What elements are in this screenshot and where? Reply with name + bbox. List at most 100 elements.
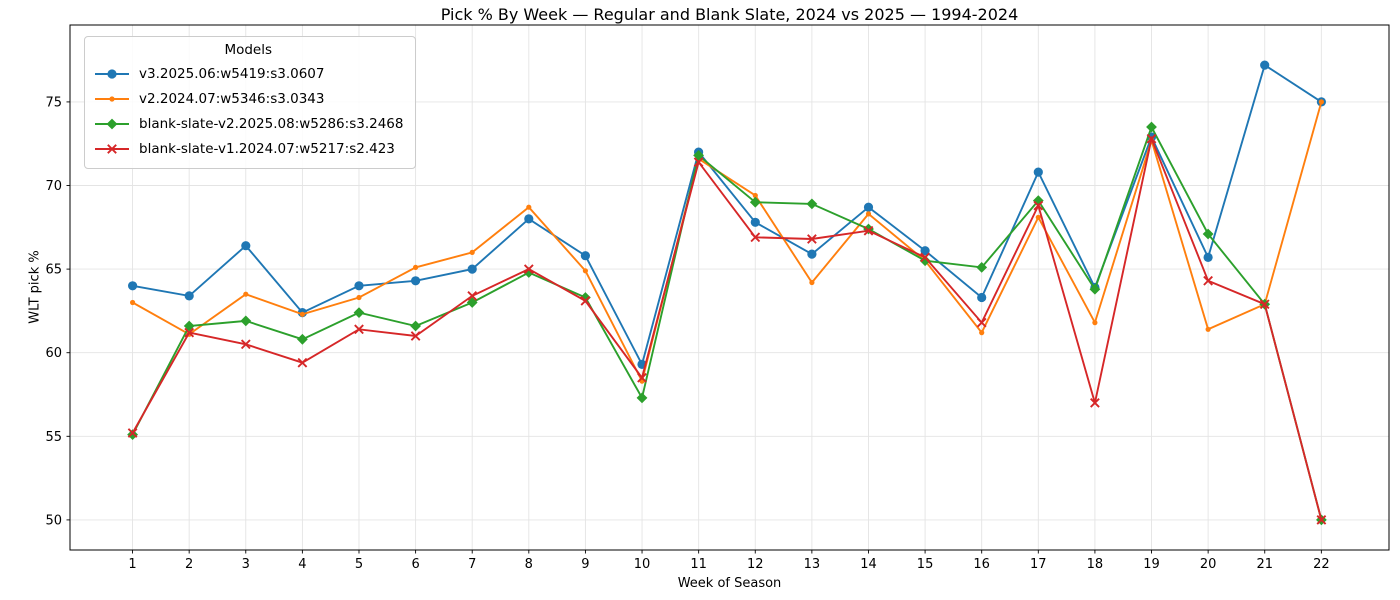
data-point-marker xyxy=(863,202,874,212)
data-point-marker xyxy=(807,234,817,244)
data-point-marker xyxy=(467,264,477,274)
x-tick-label: 4 xyxy=(298,557,306,572)
legend-label: v3.2025.06:w5419:s3.0607 xyxy=(139,65,325,82)
x-tick-label: 13 xyxy=(804,557,821,572)
data-point-marker xyxy=(920,246,930,256)
x-tick-label: 14 xyxy=(860,557,877,572)
data-point-marker xyxy=(919,255,931,267)
data-point-marker xyxy=(240,315,252,327)
y-tick-label: 70 xyxy=(45,179,62,194)
data-point-marker xyxy=(128,281,138,291)
data-point-marker xyxy=(106,118,118,129)
data-point-marker xyxy=(411,276,421,286)
data-point-marker xyxy=(297,333,308,345)
x-tick-label: 6 xyxy=(411,557,419,572)
data-point-marker xyxy=(410,320,421,332)
data-point-marker xyxy=(467,291,478,301)
data-point-marker xyxy=(863,225,874,236)
data-point-marker xyxy=(752,192,758,199)
x-tick-label: 11 xyxy=(690,557,707,572)
x-tick-label: 22 xyxy=(1313,557,1330,572)
x-tick-label: 7 xyxy=(468,557,476,572)
data-point-marker xyxy=(107,68,117,79)
data-point-marker xyxy=(920,252,930,263)
data-point-marker xyxy=(1089,283,1101,295)
data-point-marker xyxy=(1259,299,1270,310)
data-point-marker xyxy=(184,327,195,338)
data-point-marker xyxy=(1146,133,1157,144)
legend-item: blank-slate-v2.2025.08:w5286:s3.2468 xyxy=(93,111,403,136)
data-point-marker xyxy=(807,249,817,259)
x-axis-label: Week of Season xyxy=(677,576,782,591)
x-tick-label: 8 xyxy=(525,557,533,572)
y-tick-label: 50 xyxy=(45,513,62,528)
data-point-marker xyxy=(1260,60,1270,70)
data-point-marker xyxy=(1033,167,1043,177)
data-point-marker xyxy=(809,279,815,286)
data-point-marker xyxy=(977,292,987,303)
legend-item: v2.2024.07:w5346:s3.0343 xyxy=(93,86,403,111)
data-point-marker xyxy=(524,214,534,224)
data-point-marker xyxy=(1035,214,1041,220)
x-tick-label: 12 xyxy=(747,557,764,572)
data-point-marker xyxy=(127,428,138,438)
legend-item: blank-slate-v1.2024.07:w5217:s2.423 xyxy=(93,136,403,161)
legend: Models v3.2025.06:w5419:s3.0607 v2.2024.0… xyxy=(84,36,417,169)
data-point-marker xyxy=(297,357,308,368)
data-point-marker xyxy=(580,251,591,261)
data-point-marker xyxy=(410,331,421,341)
data-point-marker xyxy=(1092,320,1098,326)
data-point-marker xyxy=(580,292,591,303)
x-tick-label: 20 xyxy=(1200,557,1217,572)
series-line-0 xyxy=(132,63,1322,368)
data-point-marker xyxy=(1203,252,1213,262)
data-point-marker xyxy=(413,264,419,270)
data-point-marker xyxy=(183,320,195,332)
data-point-marker xyxy=(127,429,138,440)
data-point-marker xyxy=(976,262,988,273)
data-point-marker xyxy=(107,143,117,154)
x-tick-label: 2 xyxy=(185,557,193,572)
x-tick-label: 9 xyxy=(581,557,589,572)
x-tick-label: 18 xyxy=(1087,557,1104,572)
legend-label: blank-slate-v1.2024.07:w5217:s2.423 xyxy=(139,140,395,157)
legend-marker-icon xyxy=(95,68,129,79)
data-point-marker xyxy=(750,232,761,243)
data-point-marker xyxy=(354,281,364,291)
data-point-marker xyxy=(750,217,760,227)
data-point-marker xyxy=(526,204,532,210)
data-point-marker xyxy=(356,294,362,301)
y-tick-label: 60 xyxy=(45,346,62,361)
data-point-marker xyxy=(582,268,589,274)
y-tick-label: 55 xyxy=(45,430,62,445)
data-point-marker xyxy=(1202,228,1214,240)
data-point-marker xyxy=(109,95,115,102)
series-line-3 xyxy=(131,135,1323,521)
data-point-marker xyxy=(1205,326,1211,332)
x-tick-label: 19 xyxy=(1143,557,1160,572)
x-tick-label: 17 xyxy=(1030,557,1047,572)
data-point-marker xyxy=(580,296,591,306)
legend-title: Models xyxy=(224,42,273,58)
legend-items: v3.2025.06:w5419:s3.0607 v2.2024.07:w5346… xyxy=(93,61,403,161)
data-point-marker xyxy=(1146,121,1157,133)
data-point-marker xyxy=(1318,99,1324,105)
y-tick-label: 75 xyxy=(45,95,62,110)
x-tick-label: 1 xyxy=(128,557,136,572)
legend-label: blank-slate-v2.2025.08:w5286:s3.2468 xyxy=(139,115,404,132)
data-point-marker xyxy=(693,157,704,167)
data-point-marker xyxy=(299,311,305,317)
plot-frame xyxy=(69,24,1390,551)
data-point-marker xyxy=(241,241,251,251)
data-point-marker xyxy=(523,264,534,274)
data-point-marker xyxy=(637,372,647,383)
data-point-marker xyxy=(184,291,194,301)
legend-label: v2.2024.07:w5346:s3.0343 xyxy=(139,90,325,107)
data-point-marker xyxy=(865,211,872,217)
legend-marker-icon xyxy=(95,143,129,154)
legend-item: v3.2025.06:w5419:s3.0607 xyxy=(93,61,403,86)
data-point-marker xyxy=(806,198,818,210)
series-line-1 xyxy=(132,101,1323,384)
data-point-marker xyxy=(354,324,364,335)
legend-marker-icon xyxy=(95,118,129,129)
